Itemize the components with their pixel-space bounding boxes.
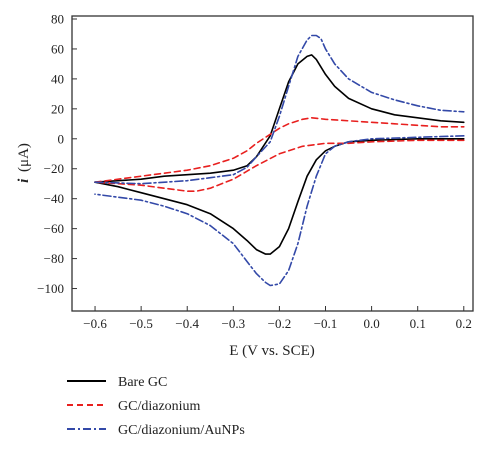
legend-label-gc-diazonium-aunps: GC/diazonium/AuNPs xyxy=(118,423,245,438)
y-axis-label: i (μA) xyxy=(16,143,32,183)
x-tick-label: 0.0 xyxy=(363,316,379,331)
series-line-bare-gc-reverse xyxy=(94,138,465,255)
y-axis-ticks: 80 60 40 20 0 −20 −40 −60 −80 −100 xyxy=(37,11,77,296)
x-tick-label: −0.6 xyxy=(83,316,107,331)
plot-area-frame xyxy=(71,15,474,312)
y-tick-label: 80 xyxy=(51,11,64,26)
x-tick-label: −0.2 xyxy=(268,316,292,331)
x-tick-label: 0.2 xyxy=(456,316,472,331)
y-axis-label-symbol: i xyxy=(16,178,32,183)
x-axis-ticks: −0.6 −0.5 −0.4 −0.3 −0.2 −0.1 0.0 0.1 0.2 xyxy=(83,306,472,331)
legend-label-gc-diazonium: GC/diazonium xyxy=(118,399,201,414)
y-tick-label: −80 xyxy=(44,251,64,266)
y-tick-label: 60 xyxy=(51,41,64,56)
y-axis-label-unit: (μA) xyxy=(16,143,32,172)
y-tick-label: 40 xyxy=(51,71,64,86)
y-tick-label: −100 xyxy=(37,281,64,296)
series-line-gc-diazonium-forward xyxy=(94,117,465,183)
series-layer xyxy=(94,34,465,287)
legend-label-bare-gc: Bare GC xyxy=(118,375,167,390)
svg-text:i (μA): i (μA) xyxy=(16,143,32,183)
series-line-gc-diazonium-aunps-forward xyxy=(94,34,465,185)
x-axis-label: E (V vs. SCE) xyxy=(229,343,315,359)
legend: Bare GC GC/diazonium GC/diazonium/AuNPs xyxy=(67,375,245,438)
series-line-gc-diazonium-aunps-reverse xyxy=(94,135,465,287)
y-tick-label: −40 xyxy=(44,191,64,206)
y-tick-label: 0 xyxy=(58,131,65,146)
x-tick-label: −0.1 xyxy=(314,316,338,331)
series-line-gc-diazonium-reverse xyxy=(94,139,465,192)
x-tick-label: −0.4 xyxy=(175,316,199,331)
y-tick-label: 20 xyxy=(51,101,64,116)
x-tick-label: −0.5 xyxy=(129,316,153,331)
y-tick-label: −20 xyxy=(44,161,64,176)
y-tick-label: −60 xyxy=(44,221,64,236)
x-tick-label: 0.1 xyxy=(410,316,426,331)
x-tick-label: −0.3 xyxy=(222,316,246,331)
